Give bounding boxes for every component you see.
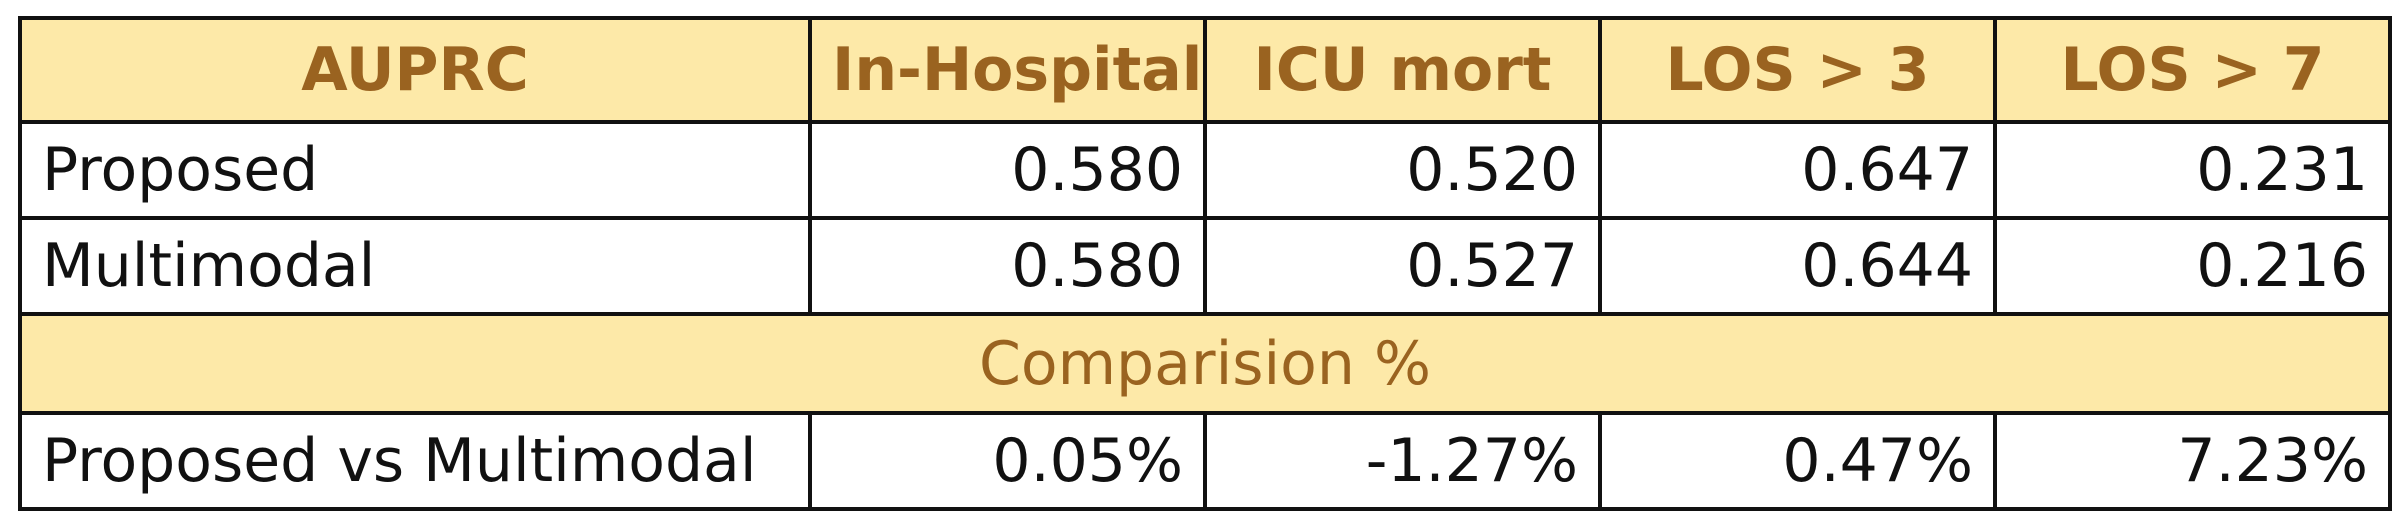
header-metric: AUPRC <box>18 16 812 124</box>
table-cell: 0.647 <box>1598 120 1997 220</box>
table-cell: 7.23% <box>1993 411 2392 511</box>
row-label: Proposed vs Multimodal <box>18 411 812 511</box>
table-cell: 0.580 <box>808 216 1207 316</box>
header-los-3: LOS > 3 <box>1598 16 1997 124</box>
table-cell: 0.47% <box>1598 411 1997 511</box>
table-row: Proposed 0.580 0.520 0.647 0.231 <box>18 120 2392 220</box>
auprc-results-table: AUPRC In-Hospital ICU mort LOS > 3 LOS >… <box>18 16 2392 511</box>
table-cell: 0.231 <box>1993 120 2392 220</box>
table-cell: 0.644 <box>1598 216 1997 316</box>
table-cell: 0.05% <box>808 411 1207 511</box>
row-label: Multimodal <box>18 216 812 316</box>
table-cell: -1.27% <box>1203 411 1602 511</box>
row-label: Proposed <box>18 120 812 220</box>
table-row: Proposed vs Multimodal 0.05% -1.27% 0.47… <box>18 411 2392 511</box>
table-header-row: AUPRC In-Hospital ICU mort LOS > 3 LOS >… <box>18 16 2392 124</box>
table-cell: 0.216 <box>1993 216 2392 316</box>
header-in-hospital: In-Hospital <box>808 16 1207 124</box>
header-icu-mort: ICU mort <box>1203 16 1602 124</box>
table-cell: 0.580 <box>808 120 1207 220</box>
table-cell: 0.527 <box>1203 216 1602 316</box>
section-banner: Comparision % <box>18 312 2392 415</box>
section-banner-row: Comparision % <box>18 312 2392 415</box>
table-row: Multimodal 0.580 0.527 0.644 0.216 <box>18 216 2392 316</box>
header-los-7: LOS > 7 <box>1993 16 2392 124</box>
table-cell: 0.520 <box>1203 120 1602 220</box>
